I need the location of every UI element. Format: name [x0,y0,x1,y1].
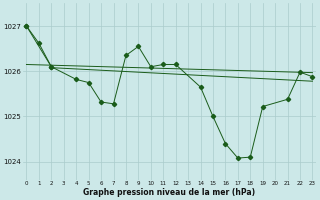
X-axis label: Graphe pression niveau de la mer (hPa): Graphe pression niveau de la mer (hPa) [84,188,256,197]
